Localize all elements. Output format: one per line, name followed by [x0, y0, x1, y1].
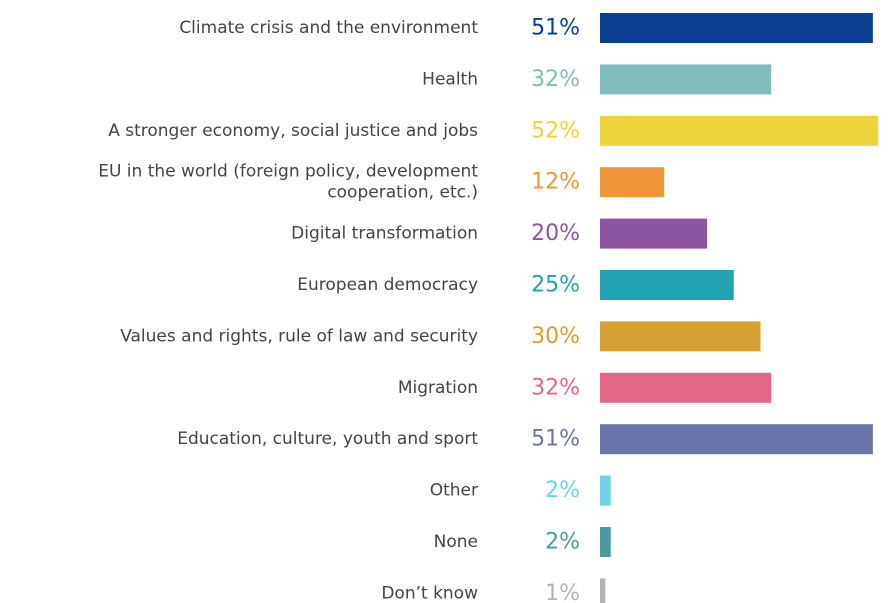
bar	[600, 64, 772, 95]
bar	[600, 270, 734, 300]
value-label: 32%	[531, 67, 580, 92]
bar	[600, 527, 611, 557]
bar	[600, 167, 665, 198]
category-label: Health	[422, 69, 478, 89]
value-label: 30%	[531, 324, 580, 349]
bar	[600, 578, 606, 603]
value-label: 12%	[531, 170, 580, 195]
category-label: A stronger economy, social justice and j…	[108, 121, 478, 141]
value-label: 52%	[531, 118, 580, 143]
bar	[600, 115, 879, 146]
category-label: Other	[430, 481, 478, 501]
category-label: cooperation, etc.)	[327, 183, 478, 203]
category-label: Don’t know	[381, 583, 478, 603]
category-label: EU in the world (foreign policy, develop…	[98, 162, 478, 182]
value-label: 25%	[531, 273, 580, 298]
value-label: 20%	[531, 221, 580, 246]
bar	[600, 424, 873, 455]
value-label: 51%	[531, 427, 580, 452]
category-label: Climate crisis and the environment	[179, 18, 478, 38]
value-label: 2%	[545, 530, 580, 555]
bar	[600, 218, 707, 249]
bar	[600, 372, 772, 403]
category-label: None	[434, 532, 478, 552]
category-label: Migration	[398, 378, 478, 398]
bar	[600, 321, 761, 352]
bar	[600, 475, 611, 506]
bar	[600, 13, 873, 43]
value-label: 1%	[545, 581, 580, 603]
category-label: Values and rights, rule of law and secur…	[120, 326, 478, 346]
category-label: European democracy	[297, 275, 478, 295]
value-label: 32%	[531, 375, 580, 400]
value-label: 2%	[545, 478, 580, 503]
value-label: 51%	[531, 16, 580, 41]
category-label: Education, culture, youth and sport	[177, 429, 478, 449]
category-label: Digital transformation	[291, 224, 478, 244]
